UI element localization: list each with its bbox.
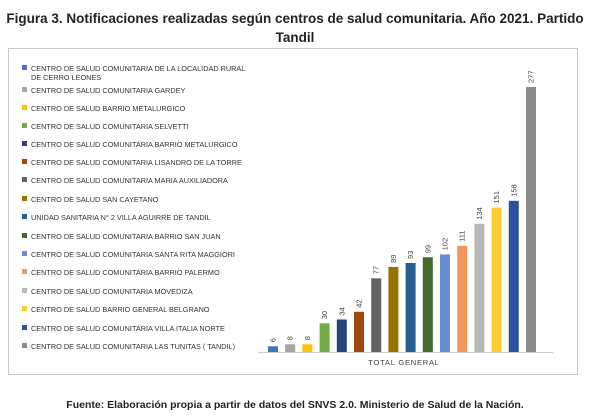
source-note: Fuente: Elaboración propia a partir de d…: [66, 399, 524, 411]
bar: [405, 263, 416, 352]
legend-swatch: [22, 123, 27, 128]
legend-swatch: [22, 288, 27, 293]
bar: [422, 257, 433, 352]
legend-label: CENTRO DE SALUD BARRIO GENERAL BELGRANO: [31, 305, 210, 314]
bar: [336, 319, 347, 352]
bar: [457, 245, 468, 352]
legend-label: CENTRO DE SALUD COMUNITARIA SANTA RITA M…: [31, 250, 235, 259]
data-label: 151: [492, 191, 501, 204]
data-label: 8: [286, 336, 295, 340]
legend-label: CENTRO DE SALUD COMUNITARIA MOVEDIZA: [31, 287, 193, 296]
bar: [474, 223, 485, 352]
legend-label: CENTRO DE SALUD COMUNITARIA BARRIO SAN J…: [31, 232, 221, 241]
data-label: 102: [441, 238, 450, 251]
legend-swatch: [22, 177, 27, 182]
bar: [388, 266, 399, 352]
legend-swatch: [22, 251, 27, 256]
chart-title: Figura 3. Notificaciones realizadas segú…: [6, 11, 584, 45]
data-label: 99: [423, 245, 432, 253]
legend-label: CENTRO DE SALUD COMUNITARIA GARDEY: [31, 86, 186, 95]
bar: [508, 200, 519, 352]
bar: [302, 344, 313, 352]
data-label: 277: [527, 70, 536, 83]
legend-label: CENTRO DE SALUD COMUNITARIA DE LA LOCALI…: [31, 64, 246, 82]
legend-swatch: [22, 159, 27, 164]
legend-label: CENTRO DE SALUD BARRIO METALURGICO: [31, 104, 186, 113]
data-label: 134: [475, 207, 484, 220]
legend-swatch: [22, 87, 27, 92]
bar: [268, 346, 278, 352]
legend-swatch: [22, 325, 27, 330]
legend-label: CENTRO DE SALUD COMUNITARIA MARIA AUXILI…: [31, 176, 228, 185]
data-label: 93: [406, 251, 415, 259]
legend-swatch: [22, 269, 27, 274]
data-label: 34: [337, 307, 346, 315]
legend-label: CENTRO DE SALUD COMUNITARIA BARRIO PALER…: [31, 268, 220, 277]
bar: [285, 344, 296, 352]
legend-label: CENTRO DE SALUD COMUNITARIA LISANDRO DE …: [31, 158, 242, 167]
legend-label: CENTRO DE SALUD COMUNITARIA LAS TUNITAS …: [31, 342, 236, 351]
bar: [319, 323, 330, 352]
bar: [491, 207, 502, 352]
data-label: 111: [458, 230, 467, 241]
data-label: 6: [269, 338, 278, 342]
legend-swatch: [22, 105, 27, 110]
data-label: 8: [303, 336, 312, 340]
legend-swatch: [22, 343, 27, 348]
legend-swatch: [22, 233, 27, 238]
bar: [440, 254, 450, 352]
legend-label: CENTRO DE SALUD COMUNITARIA VILLA ITALIA…: [31, 324, 225, 333]
legend-swatch: [22, 306, 27, 311]
legend-swatch: [22, 65, 27, 70]
legend-label: CENTRO DE SALUD COMUNITARIA SELVETTI: [31, 122, 189, 131]
data-label: 30: [320, 311, 329, 319]
legend-label: CENTRO DE SALUD COMUNITARIA BARRIO METAL…: [31, 140, 238, 149]
data-label: 89: [389, 255, 398, 263]
data-label: 158: [509, 184, 518, 197]
legend-swatch: [22, 141, 27, 146]
data-label: 77: [372, 266, 381, 274]
legend-label: CENTRO DE SALUD SAN CAYETANO: [31, 195, 159, 204]
data-label: 42: [355, 299, 364, 307]
bar: [371, 278, 382, 352]
bar: [526, 87, 536, 352]
legend-swatch: [22, 214, 27, 219]
chart-frame: [8, 48, 578, 375]
x-tick-label: TOTAL GENERAL: [368, 358, 440, 367]
bar: [354, 311, 364, 352]
legend-label: UNIDAD SANITARIA N° 2 VILLA AGUIRRE DE T…: [31, 213, 211, 222]
legend-swatch: [22, 196, 27, 201]
